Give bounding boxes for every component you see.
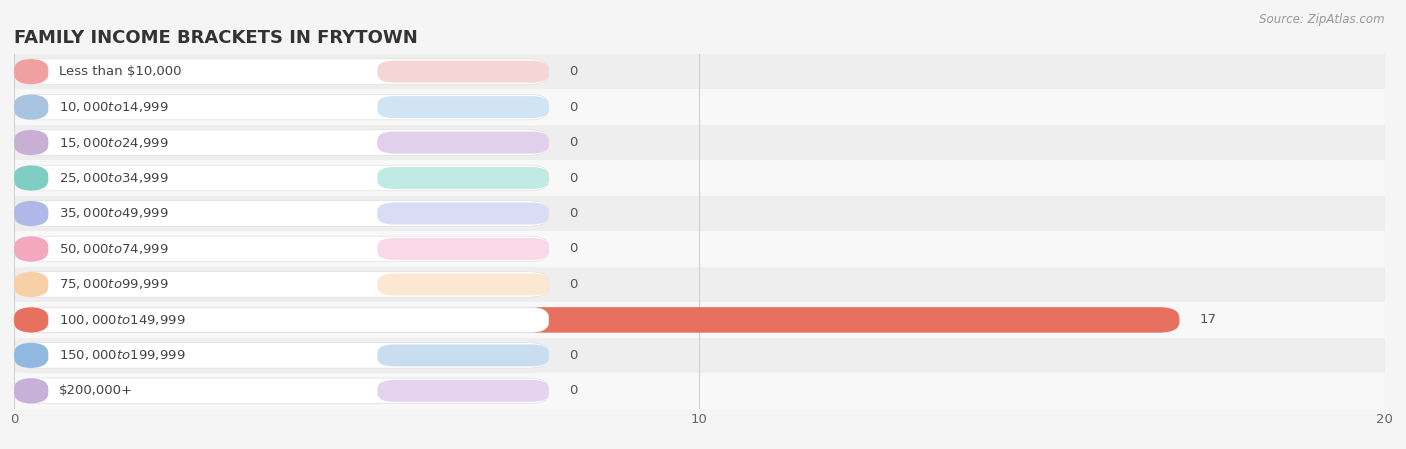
Bar (14, 54, 1385, 89)
FancyBboxPatch shape (14, 130, 48, 155)
FancyBboxPatch shape (14, 236, 548, 262)
FancyBboxPatch shape (377, 238, 548, 260)
FancyBboxPatch shape (14, 236, 48, 262)
FancyBboxPatch shape (14, 59, 548, 84)
Text: 0: 0 (569, 349, 578, 362)
Text: $75,000 to $99,999: $75,000 to $99,999 (59, 277, 169, 291)
FancyBboxPatch shape (14, 378, 548, 404)
Bar (14, 160, 1385, 196)
Text: 17: 17 (1199, 313, 1216, 326)
FancyBboxPatch shape (14, 378, 48, 404)
FancyBboxPatch shape (14, 343, 48, 368)
Text: 0: 0 (569, 65, 578, 78)
Text: FAMILY INCOME BRACKETS IN FRYTOWN: FAMILY INCOME BRACKETS IN FRYTOWN (14, 29, 418, 47)
FancyBboxPatch shape (14, 307, 1180, 333)
Bar (14, 89, 1385, 125)
Text: 0: 0 (569, 101, 578, 114)
FancyBboxPatch shape (14, 59, 48, 84)
Text: 0: 0 (569, 172, 578, 185)
FancyBboxPatch shape (14, 201, 48, 226)
Text: $200,000+: $200,000+ (59, 384, 132, 397)
FancyBboxPatch shape (377, 61, 548, 83)
FancyBboxPatch shape (14, 272, 48, 297)
FancyBboxPatch shape (14, 307, 48, 333)
FancyBboxPatch shape (14, 307, 548, 333)
Text: $15,000 to $24,999: $15,000 to $24,999 (59, 136, 169, 150)
Text: $25,000 to $34,999: $25,000 to $34,999 (59, 171, 169, 185)
FancyBboxPatch shape (377, 132, 548, 154)
FancyBboxPatch shape (377, 344, 548, 366)
FancyBboxPatch shape (377, 202, 548, 224)
Text: 0: 0 (569, 384, 578, 397)
FancyBboxPatch shape (14, 165, 48, 191)
FancyBboxPatch shape (14, 94, 548, 120)
FancyBboxPatch shape (14, 343, 548, 368)
FancyBboxPatch shape (14, 94, 48, 120)
Text: Less than $10,000: Less than $10,000 (59, 65, 181, 78)
FancyBboxPatch shape (377, 96, 548, 118)
FancyBboxPatch shape (14, 130, 548, 155)
Text: $150,000 to $199,999: $150,000 to $199,999 (59, 348, 186, 362)
FancyBboxPatch shape (377, 167, 548, 189)
Text: $35,000 to $49,999: $35,000 to $49,999 (59, 207, 169, 220)
Bar (14, 267, 1385, 302)
FancyBboxPatch shape (14, 272, 548, 297)
Bar (14, 338, 1385, 373)
Text: 0: 0 (569, 242, 578, 255)
Text: 0: 0 (569, 207, 578, 220)
Bar (14, 196, 1385, 231)
Text: $10,000 to $14,999: $10,000 to $14,999 (59, 100, 169, 114)
Bar (14, 231, 1385, 267)
Bar (14, 125, 1385, 160)
Text: Source: ZipAtlas.com: Source: ZipAtlas.com (1260, 13, 1385, 26)
FancyBboxPatch shape (377, 380, 548, 402)
Text: 0: 0 (569, 136, 578, 149)
Bar (14, 302, 1385, 338)
FancyBboxPatch shape (14, 165, 548, 191)
Text: 0: 0 (569, 278, 578, 291)
FancyBboxPatch shape (377, 273, 548, 295)
FancyBboxPatch shape (14, 201, 548, 226)
Text: $100,000 to $149,999: $100,000 to $149,999 (59, 313, 186, 327)
Text: $50,000 to $74,999: $50,000 to $74,999 (59, 242, 169, 256)
Bar (14, 373, 1385, 409)
